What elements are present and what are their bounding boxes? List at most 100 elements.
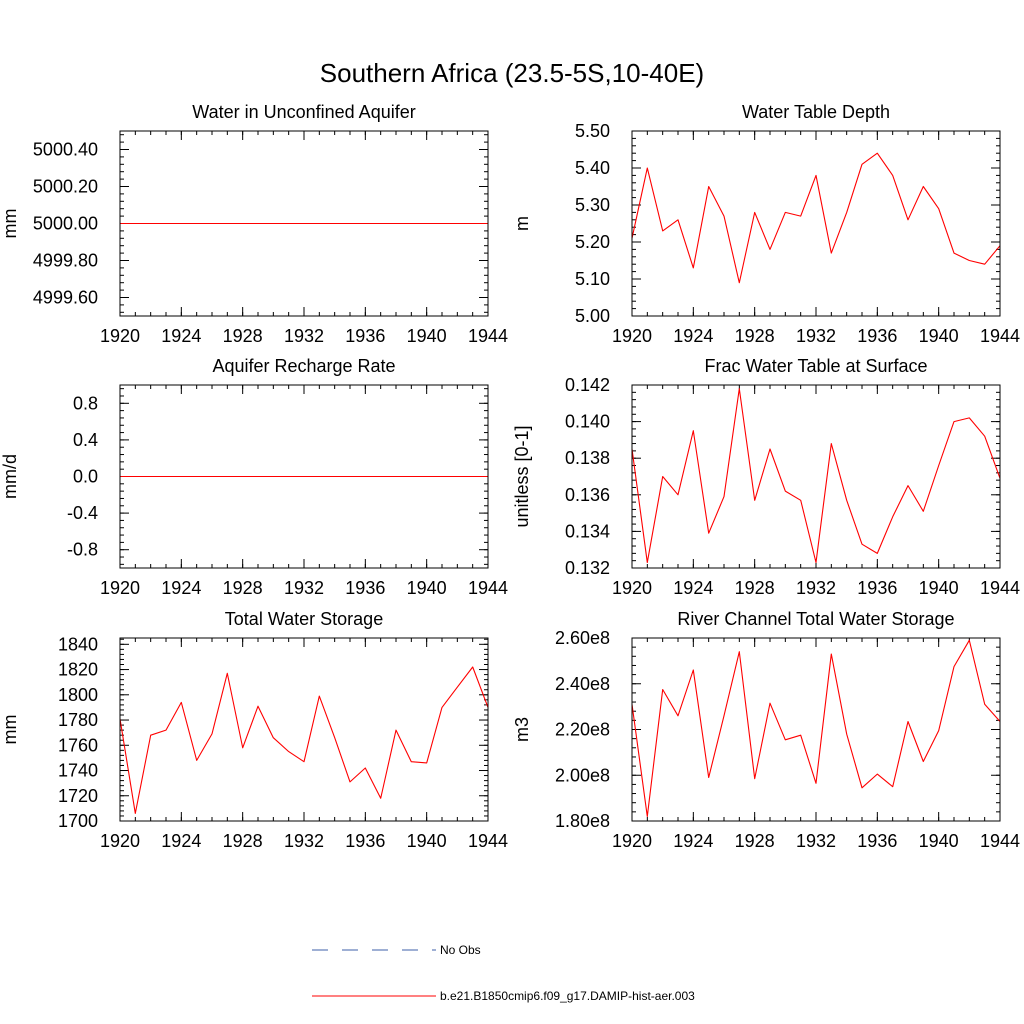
y-tick-label: 5000.20 xyxy=(33,177,98,197)
plot-frame xyxy=(119,637,489,822)
x-tick-label: 1940 xyxy=(407,831,447,851)
x-tick-label: 1924 xyxy=(673,578,713,598)
x-tick-label: 1920 xyxy=(100,326,140,346)
x-tick-label: 1940 xyxy=(919,326,959,346)
series-line xyxy=(631,639,1001,817)
x-tick-label: 1932 xyxy=(284,831,324,851)
y-tick-label: 0.132 xyxy=(565,558,610,578)
y-axis-label: unitless [0-1] xyxy=(512,425,532,527)
x-tick-label: 1944 xyxy=(980,831,1020,851)
x-tick-label: 1924 xyxy=(161,831,201,851)
x-tick-label: 1936 xyxy=(345,326,385,346)
x-tick-label: 1932 xyxy=(284,326,324,346)
x-tick-label: 1944 xyxy=(468,578,508,598)
y-axis-label: m3 xyxy=(512,717,532,742)
y-tick-label: 0.142 xyxy=(565,375,610,395)
plot-frame xyxy=(631,130,1001,317)
plot-frame xyxy=(631,384,1001,569)
y-tick-label: 5.40 xyxy=(575,158,610,178)
chart-panel-2: Water Table Depth m 1920 1924 1928 1932 1936 19… xyxy=(512,102,1020,346)
panel-title: Total Water Storage xyxy=(225,609,383,629)
series-line xyxy=(119,666,489,814)
panel-title: Water in Unconfined Aquifer xyxy=(192,102,415,122)
series-line xyxy=(631,152,1001,284)
y-tick-label: 0.138 xyxy=(565,448,610,468)
x-tick-label: 1940 xyxy=(407,326,447,346)
y-tick-label: 0.134 xyxy=(565,521,610,541)
x-tick-label: 1936 xyxy=(345,831,385,851)
series-line xyxy=(631,388,1001,564)
x-tick-label: 1932 xyxy=(796,578,836,598)
y-tick-label: 1700 xyxy=(58,811,98,831)
y-tick-label: 2.40e8 xyxy=(555,674,610,694)
y-tick-label: 5.30 xyxy=(575,195,610,215)
x-tick-label: 1944 xyxy=(980,326,1020,346)
plot-frame xyxy=(119,384,489,569)
y-tick-label: 1800 xyxy=(58,685,98,705)
y-tick-label: 1780 xyxy=(58,710,98,730)
x-tick-label: 1936 xyxy=(857,831,897,851)
x-tick-label: 1928 xyxy=(223,578,263,598)
y-tick-label: 2.00e8 xyxy=(555,765,610,785)
x-tick-label: 1920 xyxy=(100,578,140,598)
x-tick-label: 1928 xyxy=(735,326,775,346)
y-tick-label: 1720 xyxy=(58,786,98,806)
x-tick-label: 1932 xyxy=(796,831,836,851)
y-axis-label: mm/d xyxy=(0,454,20,499)
x-tick-label: 1936 xyxy=(857,326,897,346)
y-tick-label: 1820 xyxy=(58,660,98,680)
x-tick-label: 1920 xyxy=(612,831,652,851)
x-tick-label: 1928 xyxy=(735,578,775,598)
y-tick-label: 5.00 xyxy=(575,306,610,326)
x-tick-label: 1944 xyxy=(468,831,508,851)
x-tick-label: 1924 xyxy=(161,326,201,346)
y-tick-label: 2.20e8 xyxy=(555,720,610,740)
x-tick-label: 1924 xyxy=(673,831,713,851)
legend-label: b.e21.B1850cmip6.f09_g17.DAMIP-hist-aer.… xyxy=(440,989,695,1003)
chart-panel-5: Total Water Storage mm 1920 1924 1928 1932 193… xyxy=(0,609,508,851)
chart-panel-3: Aquifer Recharge Rate mm/d 1920 1924 1928 193… xyxy=(0,356,508,598)
legend: No Obs b.e21.B1850cmip6.f09_g17.DAMIP-his… xyxy=(312,943,695,1003)
y-tick-label: 2.60e8 xyxy=(555,628,610,648)
x-tick-label: 1932 xyxy=(284,578,324,598)
x-tick-label: 1932 xyxy=(796,326,836,346)
x-tick-label: 1936 xyxy=(345,578,385,598)
y-tick-label: 0.4 xyxy=(73,430,98,450)
panel-title: River Channel Total Water Storage xyxy=(677,609,954,629)
x-tick-label: 1924 xyxy=(673,326,713,346)
y-tick-label: 1760 xyxy=(58,735,98,755)
y-tick-label: 5.10 xyxy=(575,269,610,289)
figure-title: Southern Africa (23.5-5S,10-40E) xyxy=(320,58,704,88)
x-tick-label: 1940 xyxy=(919,578,959,598)
y-tick-label: 4999.60 xyxy=(33,288,98,308)
panel-title: Frac Water Table at Surface xyxy=(704,356,927,376)
y-tick-label: 5000.40 xyxy=(33,140,98,160)
y-tick-label: 1.80e8 xyxy=(555,811,610,831)
panel-title: Water Table Depth xyxy=(742,102,890,122)
y-tick-label: -0.4 xyxy=(67,503,98,523)
y-axis-label: mm xyxy=(0,715,20,745)
y-axis-label: mm xyxy=(0,209,20,239)
x-tick-label: 1928 xyxy=(223,326,263,346)
x-tick-label: 1924 xyxy=(161,578,201,598)
x-tick-label: 1920 xyxy=(612,578,652,598)
plot-frame xyxy=(631,637,1001,822)
x-tick-label: 1920 xyxy=(612,326,652,346)
panels-group: Water in Unconfined Aquifer mm 1920 1924 192… xyxy=(0,102,1020,851)
y-tick-label: 5000.00 xyxy=(33,214,98,234)
y-tick-label: 0.8 xyxy=(73,393,98,413)
y-tick-label: 4999.80 xyxy=(33,251,98,271)
x-tick-label: 1920 xyxy=(100,831,140,851)
x-tick-label: 1940 xyxy=(407,578,447,598)
x-tick-label: 1936 xyxy=(857,578,897,598)
y-tick-label: 1840 xyxy=(58,634,98,654)
chart-panel-4: Frac Water Table at Surface unitless [0-1… xyxy=(512,356,1020,598)
x-tick-label: 1944 xyxy=(980,578,1020,598)
y-tick-label: 0.0 xyxy=(73,467,98,487)
y-axis-label: m xyxy=(512,216,532,231)
x-tick-label: 1928 xyxy=(223,831,263,851)
x-tick-label: 1940 xyxy=(919,831,959,851)
y-tick-label: 5.20 xyxy=(575,232,610,252)
